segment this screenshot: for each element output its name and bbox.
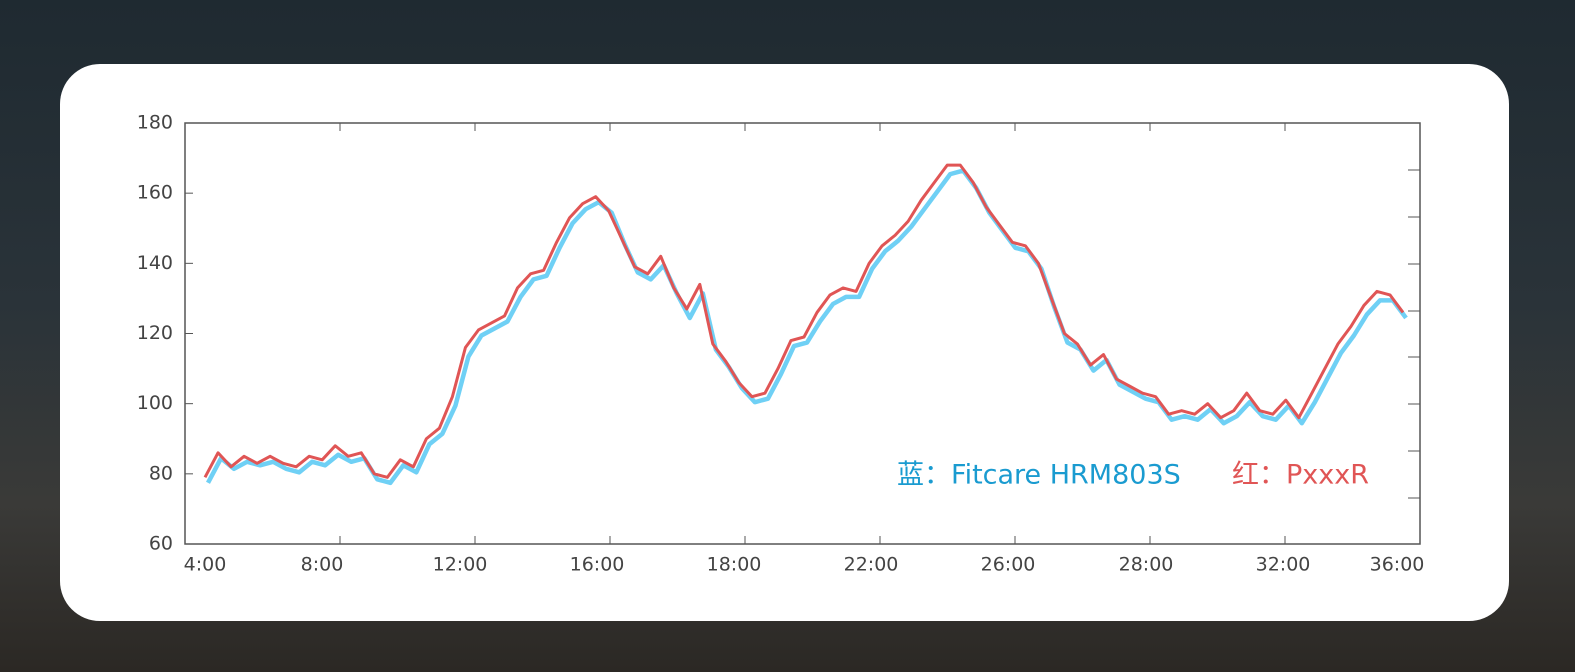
y-tick-label: 100 [137,392,173,414]
x-tick-label: 36:00 [1370,554,1425,576]
x-tick-label: 28:00 [1119,554,1174,576]
y-tick-label: 80 [149,462,173,484]
y-tick-label: 180 [137,112,173,134]
card [60,64,1509,621]
legend-entry: 蓝：Fitcare HRM803S [897,460,1181,491]
x-tick-label: 32:00 [1256,554,1311,576]
x-tick-label: 4:00 [184,554,227,576]
x-tick-label: 22:00 [844,554,899,576]
legend-entry: 红：PxxxR [1232,460,1369,491]
series-line [206,168,1408,486]
x-tick-label: 16:00 [570,554,625,576]
x-tick-label: 18:00 [707,554,762,576]
x-tick-label: 12:00 [433,554,488,576]
y-tick-label: 120 [137,322,173,344]
x-tick-label: 8:00 [301,554,344,576]
y-tick-label: 60 [149,533,173,555]
y-tick-label: 140 [137,252,173,274]
x-tick-label: 26:00 [981,554,1036,576]
y-tick-label: 160 [137,182,173,204]
series-line [203,163,1405,479]
